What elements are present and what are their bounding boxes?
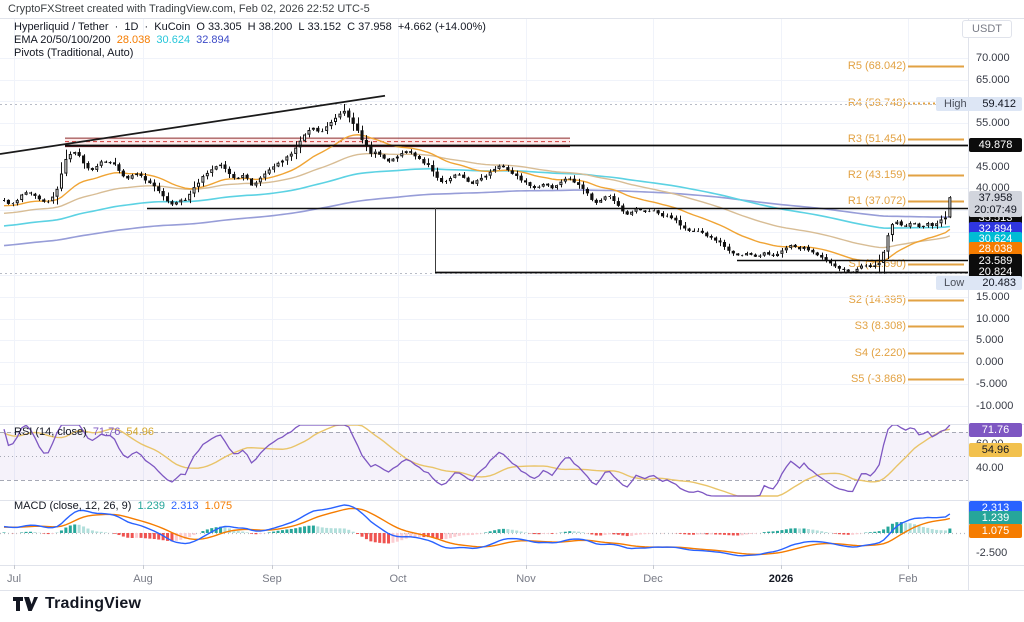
symbol-legend-row[interactable]: Hyperliquid / Tether · 1D · KuCoin O 33.3… [14,21,489,33]
time-axis-label: Dec [643,573,663,585]
ema200-value: 32.894 [196,34,230,46]
rsi-label: RSI (14, close) [14,426,87,438]
price-tick-label: 55.000 [976,117,1010,130]
exchange-label: KuCoin [154,21,191,33]
low-value: 33.152 [307,21,342,33]
pivots-legend-row[interactable]: Pivots (Traditional, Auto) [14,47,136,59]
macd-line-value: 2.313 [171,500,199,512]
time-axis-label: Aug [133,573,153,585]
low-label: L [298,21,305,33]
rsi-ma-value: 54.96 [126,426,154,438]
symbol-name: Hyperliquid / Tether [14,21,109,33]
price-tick-label: 15.000 [976,290,1010,303]
ema-legend-row[interactable]: EMA 20/50/100/200 28.038 30.624 32.894 [14,34,233,46]
macd-badge: 1.075 [969,524,1022,538]
tradingview-brand-name: TradingView [45,595,142,612]
separator: · [114,21,119,33]
macd-badge: 1.239 [969,511,1022,525]
price-tick-label: -5.000 [976,377,1008,390]
price-tick-label: 65.000 [976,73,1010,86]
high-label: H [247,21,256,33]
open-label: O [196,21,205,33]
price-tick-label: 10.000 [976,312,1010,325]
price-tick-label: -10.000 [976,399,1014,412]
interval-label[interactable]: 1D [124,21,139,33]
time-axis-label: Sep [262,573,282,585]
macd-legend-row[interactable]: MACD (close, 12, 26, 9) 1.239 2.313 1.07… [14,500,235,512]
close-label: C [347,21,356,33]
rsi-badge: 54.96 [969,443,1022,458]
ema100-value: 30.624 [156,34,191,46]
change-value: +4.662 (+14.00%) [397,21,486,33]
macd-tick-label: -2.500 [976,547,1008,559]
rsi-legend-row[interactable]: RSI (14, close) 71.76 54.96 [14,426,157,438]
watermark-header: CryptoFXStreet created with TradingView.… [8,3,370,15]
price-tick-label: 0.000 [976,356,1004,369]
high-low-chip: Low 20.483 [936,276,1022,290]
time-axis-label: Oct [389,573,407,585]
price-badge: 20.824 [969,265,1022,279]
price-tick-label: 45.000 [976,160,1010,173]
time-axis-label: 2026 [768,573,794,585]
time-axis-label: Nov [516,573,536,585]
time-axis-label: Jul [6,573,22,585]
macd-signal-value: 1.075 [204,500,233,512]
macd-label: MACD (close, 12, 26, 9) [14,500,132,512]
quote-currency-chip[interactable]: USDT [962,20,1012,38]
ema20-value: 28.038 [116,34,151,46]
pivots-label: Pivots (Traditional, Auto) [14,47,134,59]
high-value: 38.200 [258,21,293,33]
price-tick-label: 70.000 [976,51,1010,64]
macd-hist-value: 1.239 [137,500,165,512]
price-tick-label: 5.000 [976,334,1004,347]
rsi-tick-label: 40.00 [976,462,1004,474]
tradingview-brand[interactable]: TradingView [12,594,141,614]
close-value: 37.958 [358,21,392,33]
rsi-badge: 71.76 [969,422,1022,437]
high-low-chip: High 59.412 [936,97,1022,111]
price-badge: 28.038 [969,242,1022,256]
separator: · [144,21,149,33]
current-price-chip: 37.958 20:07:49 [969,191,1022,217]
time-axis-label: Feb [898,573,918,585]
tradingview-logo-icon [13,597,38,611]
price-badge: 49.878 [969,138,1022,152]
price-badge: 23.589 [969,254,1022,268]
ema-label: EMA 20/50/100/200 [14,34,111,46]
open-value: 33.305 [207,21,242,33]
rsi-value: 71.76 [92,426,121,438]
